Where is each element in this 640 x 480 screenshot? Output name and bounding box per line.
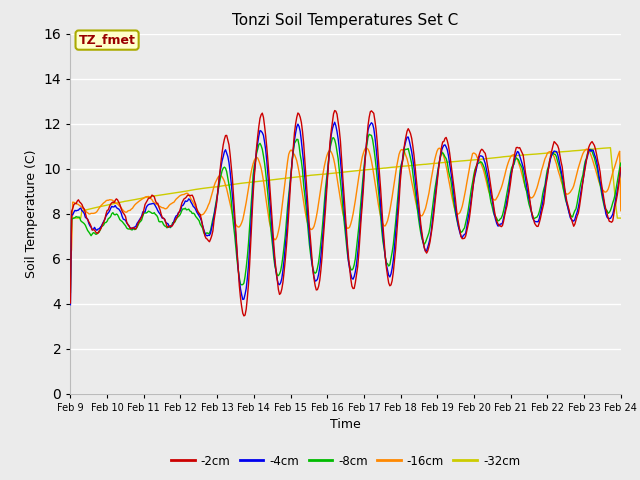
- -16cm: [238, 220, 246, 226]
- Title: Tonzi Soil Temperatures Set C: Tonzi Soil Temperatures Set C: [232, 13, 459, 28]
- -4cm: [617, 167, 625, 172]
- Y-axis label: Soil Temperature (C): Soil Temperature (C): [25, 149, 38, 278]
- -8cm: [376, 199, 383, 204]
- -16cm: [472, 152, 480, 157]
- -32cm: [566, 148, 574, 154]
- -8cm: [568, 214, 575, 219]
- -16cm: [376, 208, 383, 214]
- X-axis label: Time: Time: [330, 418, 361, 431]
- -4cm: [568, 216, 575, 222]
- -8cm: [299, 168, 307, 173]
- Line: -4cm: -4cm: [70, 122, 621, 305]
- -2cm: [331, 108, 339, 113]
- -4cm: [472, 168, 480, 174]
- -4cm: [331, 120, 339, 125]
- -2cm: [300, 141, 307, 146]
- -16cm: [67, 256, 74, 262]
- Line: -8cm: -8cm: [70, 134, 621, 292]
- -8cm: [67, 289, 74, 295]
- -16cm: [617, 208, 625, 214]
- -2cm: [403, 128, 411, 134]
- -4cm: [402, 138, 410, 144]
- Line: -2cm: -2cm: [70, 110, 621, 316]
- -2cm: [617, 165, 625, 170]
- -8cm: [402, 146, 410, 152]
- Text: TZ_fmet: TZ_fmet: [79, 34, 136, 47]
- -2cm: [240, 313, 248, 319]
- -32cm: [374, 166, 382, 171]
- -2cm: [377, 186, 385, 192]
- -16cm: [402, 153, 410, 158]
- -16cm: [568, 188, 575, 193]
- -8cm: [472, 164, 480, 170]
- Legend: -2cm, -4cm, -8cm, -16cm, -32cm: -2cm, -4cm, -8cm, -16cm, -32cm: [166, 450, 525, 472]
- -4cm: [376, 187, 383, 192]
- -8cm: [365, 132, 373, 137]
- -32cm: [607, 145, 614, 151]
- -32cm: [471, 157, 479, 163]
- -16cm: [299, 191, 307, 197]
- -8cm: [617, 160, 625, 166]
- -4cm: [238, 292, 246, 298]
- -2cm: [67, 300, 74, 306]
- -32cm: [67, 215, 74, 221]
- -32cm: [401, 163, 408, 169]
- -32cm: [617, 215, 625, 221]
- Line: -16cm: -16cm: [70, 148, 621, 259]
- -2cm: [569, 220, 577, 226]
- -4cm: [299, 149, 307, 155]
- -32cm: [299, 173, 307, 179]
- -32cm: [238, 180, 246, 186]
- -2cm: [238, 303, 246, 309]
- -16cm: [362, 145, 369, 151]
- -8cm: [238, 282, 246, 288]
- Line: -32cm: -32cm: [70, 148, 621, 218]
- -4cm: [67, 302, 74, 308]
- -2cm: [474, 159, 481, 165]
